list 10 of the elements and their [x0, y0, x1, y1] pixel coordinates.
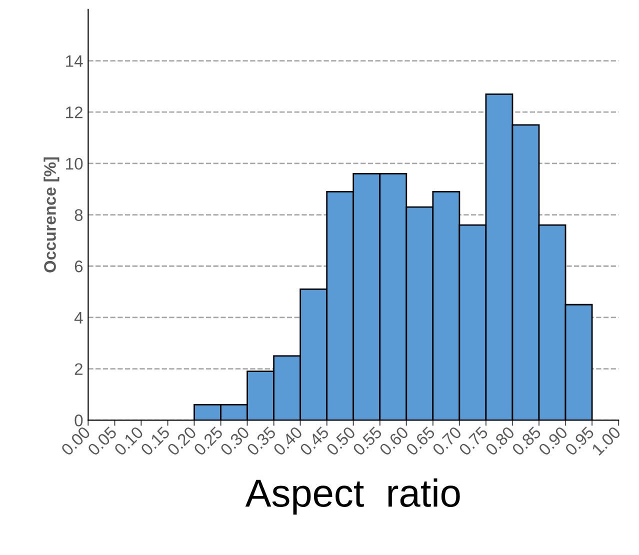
y-tick-label: 12 [66, 106, 82, 118]
x-axis-title: Aspect ratio [245, 478, 460, 515]
y-tick-label: 8 [74, 209, 83, 221]
y-tick-label: 2 [74, 363, 82, 375]
y-tick-label: 6 [74, 260, 83, 272]
y-tick-label: 14 [66, 55, 83, 67]
y-axis-title: Occurence [%] [44, 157, 60, 272]
y-tick-label: 0 [74, 414, 83, 426]
y-tick-label: 4 [74, 312, 83, 324]
y-tick-label: 10 [66, 158, 83, 170]
